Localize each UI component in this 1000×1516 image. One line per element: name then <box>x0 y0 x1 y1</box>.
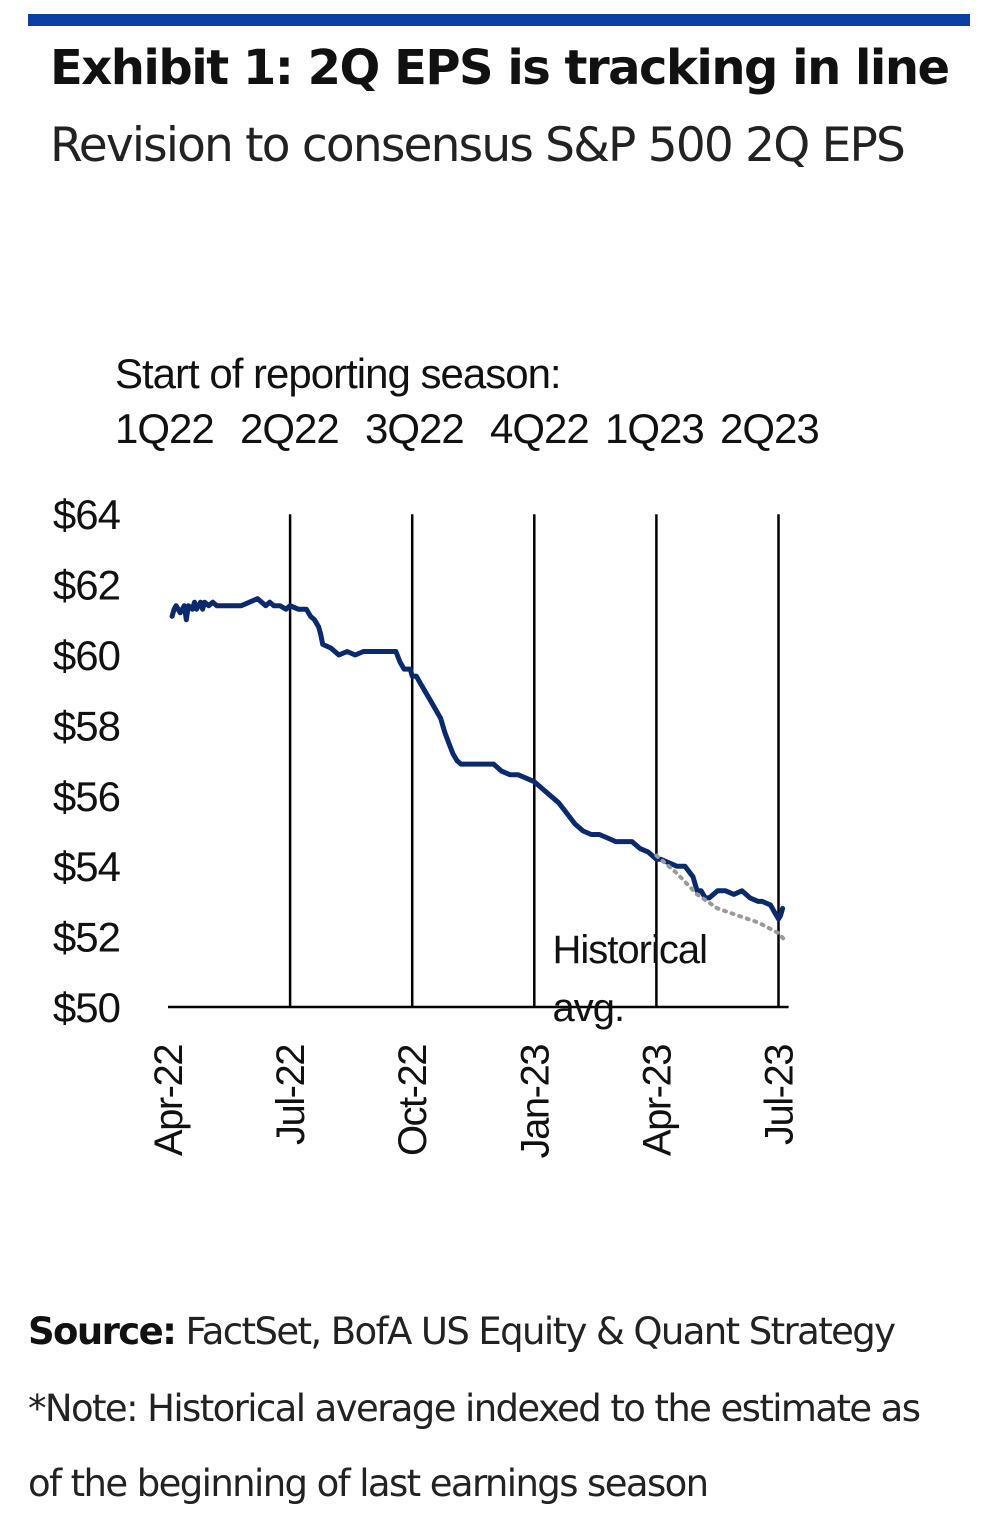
historical-average-line <box>654 853 787 943</box>
y-tick-label: $64 <box>53 491 121 538</box>
reporting-season-label: 3Q22 <box>365 405 464 452</box>
y-tick-label: $62 <box>53 562 120 609</box>
reporting-season-label: 2Q23 <box>720 405 819 452</box>
reporting-season-label: 1Q23 <box>605 405 704 452</box>
reporting-season-label: 4Q22 <box>490 405 589 452</box>
note-line-1: *Note: Historical average indexed to the… <box>28 1387 921 1430</box>
y-tick-label: $60 <box>53 632 120 679</box>
annotation-line: avg. <box>553 986 625 1030</box>
annotation-line: Historical <box>553 928 707 972</box>
reporting-season-label: 2Q22 <box>240 405 339 452</box>
source-text: FactSet, BofA US Equity & Quant Strategy <box>185 1310 896 1353</box>
x-tick-label: Jan-23 <box>513 1045 557 1159</box>
note-line-2: of the beginning of last earnings season <box>28 1462 709 1505</box>
chart-subtitle: Revision to consensus S&P 500 2Q EPS <box>50 118 906 173</box>
x-tick-label: Oct-22 <box>391 1045 435 1156</box>
accent-bar <box>28 14 970 26</box>
x-tick-label: Apr-23 <box>635 1045 679 1156</box>
line-chart: Start of reporting season: 1Q22 2Q22 3Q22 4Q… <box>53 350 820 1159</box>
x-tick-label: Apr-22 <box>147 1045 191 1156</box>
eps-consensus-line <box>169 596 786 922</box>
chart-title: Exhibit 1: 2Q EPS is tracking in line <box>50 40 950 96</box>
reporting-season-label: 1Q22 <box>115 405 214 452</box>
y-tick-label: $56 <box>53 773 120 820</box>
y-tick-label: $52 <box>53 914 120 961</box>
source-label: Source: <box>28 1310 177 1353</box>
y-tick-label: $54 <box>53 843 121 890</box>
reporting-season-heading: Start of reporting season: <box>115 350 561 397</box>
source-line: Source: FactSet, BofA US Equity & Quant … <box>28 1310 896 1353</box>
x-tick-label: Jul-23 <box>758 1045 802 1145</box>
x-tick-label: Jul-22 <box>269 1045 313 1145</box>
y-tick-label: $50 <box>53 984 120 1031</box>
historical-avg-annotation: Historical avg. <box>553 928 707 1030</box>
y-tick-label: $58 <box>53 702 120 749</box>
